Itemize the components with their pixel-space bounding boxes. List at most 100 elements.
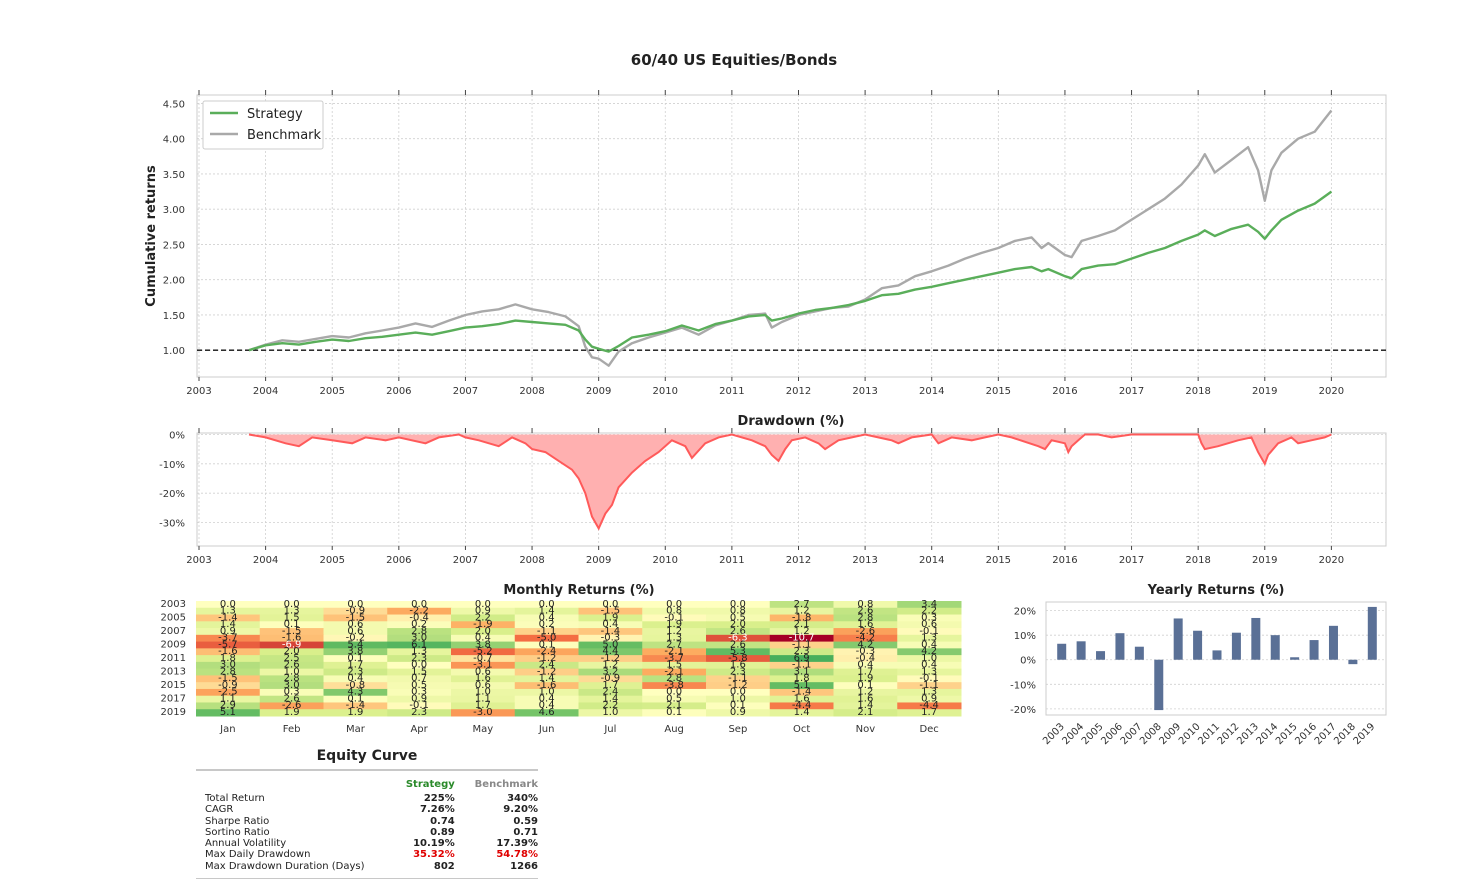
heatmap-cell-label: -2.5: [218, 687, 238, 698]
heatmap-cell-label: 2.8: [220, 666, 236, 677]
heatmap-cell: [578, 614, 643, 622]
heatmap-cell: [769, 661, 834, 670]
x-tick-label: 2008: [519, 555, 544, 566]
y-tick-label: 10%: [1014, 631, 1036, 642]
heatmap-cell-label: 0.4: [539, 612, 555, 623]
heatmap-cell: [642, 634, 707, 643]
heatmap-cell: [897, 682, 962, 690]
heatmap-cell: [196, 607, 261, 616]
yearly-bar: [1328, 625, 1338, 660]
heatmap-cell: [196, 688, 261, 697]
heatmap-cell-label: 3.2: [602, 666, 618, 677]
heatmap-cell-label: 0.0: [220, 599, 236, 610]
heatmap-cell-label: -3.1: [473, 660, 493, 671]
heatmap-cell: [642, 688, 707, 697]
heatmap-cell-label: 0.6: [347, 626, 363, 637]
yearly-bar: [1096, 651, 1106, 660]
heatmap-cell: [259, 668, 324, 676]
heatmap-cell: [833, 688, 898, 697]
heatmap-cell: [706, 668, 771, 676]
heatmap-cell-label: 2.3: [794, 646, 810, 657]
heatmap-cell: [196, 709, 261, 717]
heatmap-cell-label: 0.5: [666, 693, 682, 704]
yearly-bar: [1251, 617, 1261, 660]
heatmap-cell: [706, 655, 771, 663]
heatmap-cell-label: 6.1: [411, 639, 427, 650]
heatmap-cell-label: 1.4: [602, 693, 618, 704]
heatmap-cell: [769, 628, 834, 636]
heatmap-cell: [259, 634, 324, 643]
heatmap-cell: [514, 607, 579, 616]
year-tick-label: 2007: [1119, 721, 1145, 747]
table-row: Sharpe Ratio 0.74 0.59: [196, 816, 538, 827]
year-tick-label: 2005: [1080, 721, 1106, 747]
row-strategy-value: 35.32%: [413, 849, 455, 861]
y-tick-label: 3.50: [163, 170, 185, 181]
header-strategy: Strategy: [405, 779, 455, 790]
heatmap-cell: [706, 695, 771, 703]
yearly-bar: [1115, 633, 1125, 660]
drawdown-line: [248, 433, 1332, 531]
x-tick-label: 2020: [1319, 386, 1344, 397]
year-tick-label: 2008: [1138, 721, 1164, 747]
month-label: Mar: [346, 724, 366, 735]
heatmap-cell-label: 0.1: [730, 700, 746, 711]
yearly-bar: [1309, 640, 1319, 660]
year-tick-label: 2012: [1216, 721, 1242, 747]
heatmap-cell-label: -1.9: [473, 619, 493, 630]
row-benchmark-value: 340%: [507, 793, 538, 804]
heatmap-cell: [897, 621, 962, 629]
heatmap-cell-label: -6.9: [282, 639, 302, 650]
year-tick-label: 2003: [1041, 721, 1067, 747]
row-strategy-value: 10.19%: [413, 838, 455, 850]
x-tick-label: 2014: [919, 386, 944, 397]
year-label: 2013: [161, 666, 186, 677]
heatmap-cell: [833, 702, 898, 710]
table-header-row: Strategy Benchmark: [196, 779, 538, 793]
x-tick-label: 2014: [919, 555, 944, 566]
heatmap-cell-label: -0.3: [601, 633, 621, 644]
heatmap-cell: [769, 702, 834, 710]
heatmap-cell-label: 2.1: [666, 700, 682, 711]
heatmap-cell-label: -2.6: [282, 700, 302, 711]
y-tick-label: 2.50: [163, 240, 185, 251]
heatmap-cell-label: -0.1: [409, 700, 429, 711]
heatmap-cell-label: 0.1: [857, 680, 873, 691]
heatmap-cell: [259, 661, 324, 670]
x-tick-label: 2006: [386, 386, 411, 397]
heatmap-cell: [451, 648, 516, 656]
heatmap-cell: [642, 621, 707, 629]
x-tick-label: 2009: [586, 555, 611, 566]
heatmap-cell-label: 1.7: [347, 660, 363, 671]
year-tick-label: 2010: [1177, 721, 1203, 747]
heatmap-cell-label: 1.0: [921, 653, 937, 664]
heatmap-cell: [706, 634, 771, 643]
heatmap-cell: [514, 601, 579, 609]
x-tick-label: 2015: [986, 555, 1011, 566]
heatmap-cell-label: 3.0: [411, 633, 427, 644]
year-tick-label: 2013: [1235, 721, 1261, 747]
heatmap-cell: [897, 702, 962, 710]
heatmap-cell: [387, 668, 452, 676]
heatmap-cell: [323, 634, 388, 643]
x-tick-label: 2020: [1319, 555, 1344, 566]
heatmap-cell-label: 5.4: [347, 639, 363, 650]
heatmap-cell-label: 0.2: [539, 619, 555, 630]
heatmap-cell: [769, 709, 834, 717]
heatmap-cell: [323, 661, 388, 670]
heatmap-cell: [387, 702, 452, 710]
heatmap-cell: [259, 709, 324, 717]
heatmap-cell-label: 1.8: [794, 673, 810, 684]
heatmap-cell: [833, 641, 898, 649]
y-tick-label: 3.00: [163, 205, 185, 216]
heatmap-cell: [451, 655, 516, 663]
x-tick-label: 2011: [719, 555, 744, 566]
heatmap-cell: [897, 688, 962, 697]
year-label: 2007: [161, 626, 186, 637]
x-tick-label: 2008: [519, 386, 544, 397]
heatmap-cell: [706, 682, 771, 690]
heatmap-cell-label: -0.2: [346, 633, 366, 644]
month-label: Sep: [728, 724, 747, 735]
heatmap-cell-label: 0.8: [666, 606, 682, 617]
